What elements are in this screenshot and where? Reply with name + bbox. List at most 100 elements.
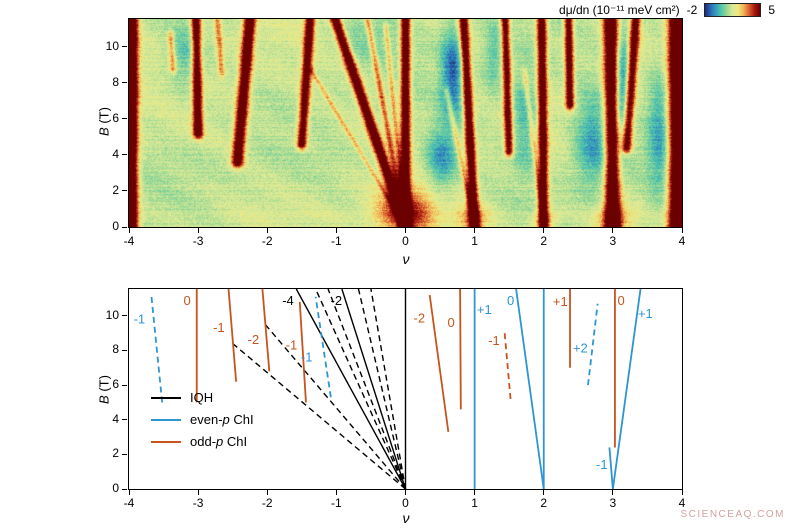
bottom-x-axis-label: ν — [402, 510, 410, 526]
x-tick-mark — [474, 228, 476, 233]
fan-line-even-p-chi-solid — [611, 289, 642, 489]
filling-factor-label: -1 — [301, 349, 313, 364]
x-tick-mark — [128, 490, 130, 495]
y-tick-mark — [122, 82, 127, 84]
legend-line-swatch — [151, 396, 181, 399]
x-tick-label: 4 — [678, 496, 686, 510]
x-tick-mark — [612, 228, 614, 233]
x-tick-label: -1 — [331, 496, 342, 510]
legend-line-swatch — [151, 440, 181, 443]
filling-factor-label: +1 — [638, 306, 653, 321]
x-tick-mark — [543, 490, 545, 495]
x-tick-mark — [612, 490, 614, 495]
legend-item: odd-p ChI — [151, 434, 254, 449]
legend-line-swatch — [151, 418, 181, 421]
y-tick-mark — [122, 154, 127, 156]
x-tick-label: 3 — [609, 234, 617, 248]
y-tick-mark — [122, 190, 127, 192]
filling-factor-label: -1 — [596, 457, 608, 472]
y-tick-label: 6 — [112, 377, 119, 392]
x-tick-label: -3 — [192, 234, 204, 248]
fan-line-iqh-dashed — [327, 289, 407, 489]
y-tick-label: 8 — [112, 74, 119, 89]
x-tick-label: 1 — [471, 234, 478, 248]
x-tick-label: -1 — [331, 234, 342, 248]
fan-line-odd-p-chi-dashed — [503, 329, 512, 400]
filling-factor-label: 0 — [507, 293, 514, 308]
y-tick-mark — [122, 453, 127, 455]
x-tick-mark — [197, 228, 199, 233]
x-tick-label: 1 — [471, 496, 478, 510]
y-tick-label: 10 — [105, 307, 119, 322]
x-tick-label: -4 — [123, 234, 135, 248]
y-tick-mark — [122, 384, 127, 386]
fan-line-iqh-solid — [295, 289, 407, 489]
fan-line-iqh-dashed — [357, 289, 407, 489]
legend: IQH even-p ChI odd-p ChI — [151, 390, 254, 449]
filling-factor-label: -4 — [282, 293, 294, 308]
x-tick-mark — [197, 490, 199, 495]
fan-line-iqh-solid — [341, 289, 407, 489]
x-tick-mark — [474, 490, 476, 495]
colorbar-min-label: -2 — [686, 3, 698, 17]
x-tick-label: -4 — [123, 496, 135, 510]
fan-line-odd-p-chi-solid — [428, 294, 450, 432]
x-tick-label: -2 — [261, 234, 273, 248]
fan-diagram-panel: -1 0 -1 -2 -4 -2 -1 -1 -2 0 +1 -1 0 +1 +2 0 +1 -1 IQH even… — [128, 288, 683, 490]
x-tick-label: -2 — [261, 496, 273, 510]
filling-factor-label: -1 — [488, 333, 500, 348]
y-axis-label-symbol: B — [96, 395, 112, 404]
x-tick-label: 0 — [402, 234, 409, 248]
x-tick-label: -3 — [192, 496, 204, 510]
y-tick-mark — [122, 488, 127, 490]
x-tick-label: 0 — [402, 496, 409, 510]
filling-factor-label: -1 — [213, 320, 225, 335]
fan-line-even-p-chi-dashed — [314, 296, 332, 398]
fan-line-iqh-dashed — [232, 343, 406, 489]
legend-item: IQH — [151, 390, 254, 405]
y-tick-label: 10 — [105, 38, 119, 53]
filling-factor-label: 0 — [183, 293, 190, 308]
y-tick-label: 8 — [112, 342, 119, 357]
top-x-axis-label: ν — [402, 251, 410, 267]
x-tick-mark — [128, 228, 130, 233]
filling-factor-label: -2 — [414, 310, 426, 325]
y-tick-label: 0 — [112, 219, 119, 233]
y-tick-label: 4 — [112, 411, 119, 426]
compressibility-heatmap — [129, 19, 682, 227]
legend-item: even-p ChI — [151, 412, 254, 427]
legend-label: odd-p ChI — [190, 434, 248, 449]
watermark: SCIENCEAQ.COM — [680, 509, 785, 520]
y-tick-label: 6 — [112, 110, 119, 125]
fan-line-iqh-dashed — [370, 289, 407, 489]
fan-diagram: -10-1-2-4 -2-1-1-2 0+1-10 +1+20+1-1 — [134, 289, 653, 489]
colorbar-gradient — [704, 3, 762, 17]
filling-factor-label: 0 — [618, 293, 625, 308]
x-tick-mark — [335, 490, 337, 495]
y-tick-mark — [122, 226, 127, 228]
fan-line-even-p-chi-solid — [608, 447, 614, 489]
fan-line-even-p-chi-dashed — [587, 303, 599, 386]
x-tick-mark — [266, 490, 268, 495]
filling-factor-label: +1 — [477, 302, 492, 317]
filling-factor-label: -2 — [248, 332, 260, 347]
x-tick-mark — [266, 228, 268, 233]
filling-factor-label: 0 — [448, 315, 455, 330]
colorbar-max-label: 5 — [768, 3, 775, 17]
y-tick-mark — [122, 349, 127, 351]
y-tick-label: 0 — [112, 481, 119, 495]
y-tick-label: 2 — [112, 446, 119, 461]
x-tick-mark — [405, 228, 406, 233]
filling-factor-label: -1 — [286, 337, 298, 352]
filling-factor-label: -2 — [331, 293, 343, 308]
legend-label: IQH — [190, 390, 214, 405]
fan-line-even-p-chi-solid — [515, 289, 545, 489]
x-tick-label: 4 — [678, 234, 686, 248]
filling-factor-label: +2 — [573, 341, 588, 356]
y-tick-mark — [122, 46, 127, 48]
y-tick-label: 4 — [112, 146, 119, 161]
x-tick-mark — [405, 490, 406, 495]
fan-line-iqh-dashed — [314, 289, 407, 489]
y-tick-mark — [122, 419, 127, 421]
